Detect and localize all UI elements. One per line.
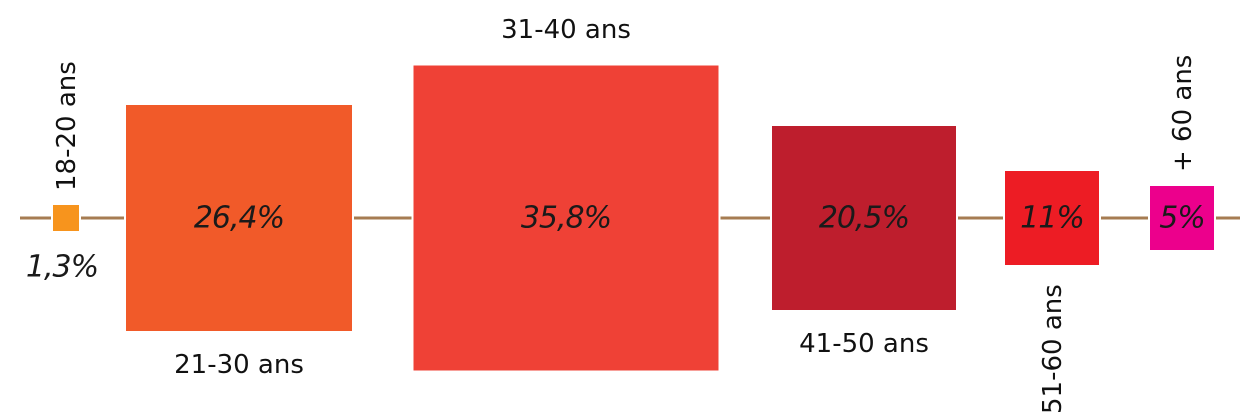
bar-18-20-ans: [53, 205, 79, 231]
value-label-4: 11%: [1020, 201, 1084, 236]
category-label-5: + 60 ans: [1168, 55, 1198, 172]
value-label-3: 20,5%: [819, 201, 909, 236]
category-label-1: 21-30 ans: [174, 350, 304, 380]
value-label-5: 5%: [1159, 201, 1205, 236]
category-label-4: 51-60 ans: [1038, 284, 1068, 414]
value-label-0: 1,3%: [26, 250, 98, 285]
bar-41-50-ans: [772, 126, 956, 310]
category-label-3: 41-50 ans: [799, 329, 929, 359]
bar-31-40-ans: [413, 65, 719, 371]
value-label-2: 35,8%: [521, 201, 611, 236]
category-label-0: 18-20 ans: [52, 61, 82, 191]
value-label-1: 26,4%: [194, 201, 284, 236]
bar-60-ans: [1150, 186, 1214, 250]
bar-51-60-ans: [1005, 171, 1099, 265]
category-label-2: 31-40 ans: [501, 15, 631, 45]
bar-21-30-ans: [126, 105, 352, 331]
